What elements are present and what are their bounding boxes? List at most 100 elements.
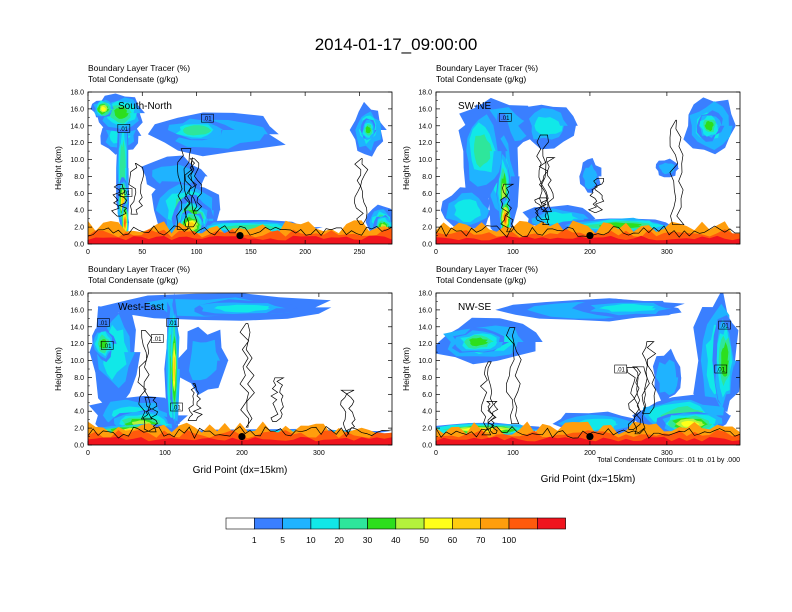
contour-line-surface [88, 425, 392, 439]
y-tick-label: 12.0 [70, 341, 84, 348]
colorbar-swatch [508, 517, 538, 530]
x-tick-label: 200 [584, 450, 596, 457]
contour-line-surface [88, 225, 392, 237]
cross-section-name: NW-SE [458, 302, 491, 313]
field-level-4 [473, 134, 493, 168]
contour-line [500, 183, 515, 233]
contour-label-box [614, 364, 628, 374]
panel-subtitle-tracer: Boundary Layer Tracer (%) [88, 264, 190, 274]
x-tick-label: 0 [434, 249, 438, 256]
y-tick-label: 4.0 [422, 208, 432, 215]
field-level-5 [469, 337, 488, 347]
field-level-7 [101, 106, 107, 112]
colorbar-swatch [480, 517, 510, 530]
colorbar-swatch [310, 517, 340, 530]
x-tick-label: 100 [507, 249, 519, 256]
cross-section-name: SW-NE [458, 101, 491, 112]
y-tick-label: 0.0 [74, 242, 84, 249]
colorbar-swatch [225, 517, 255, 530]
x-tick-label: 50 [138, 249, 146, 256]
contour-label-box [119, 188, 133, 197]
y-tick-label: 8.0 [422, 375, 432, 382]
x-tick-label: 0 [86, 249, 90, 256]
figure-title: 2014-01-17_09:00:00 [315, 35, 478, 54]
y-tick-label: 8.0 [74, 375, 84, 382]
contour-line [479, 361, 496, 436]
y-tick-label: 6.0 [74, 392, 84, 399]
location-marker [586, 231, 594, 240]
colorbar-label: 100 [502, 535, 516, 545]
y-tick-label: 2.0 [74, 426, 84, 433]
y-tick-label: 4.0 [74, 409, 84, 416]
panel-west-east: Boundary Layer Tracer (%)Total Condensat… [53, 264, 393, 476]
colorbar-swatch [423, 517, 453, 530]
colorbar-swatch [254, 517, 283, 530]
contour-line [137, 330, 153, 420]
contour-line [176, 148, 192, 230]
y-tick-label: 16.0 [70, 106, 84, 113]
panel-subtitle-tracer: Boundary Layer Tracer (%) [436, 264, 538, 274]
contour-label-box [170, 402, 183, 412]
contour-line [187, 383, 203, 421]
colorbar-label: 5 [280, 535, 285, 545]
y-tick-label: 0.0 [422, 242, 432, 249]
panel-subtitle-condensate: Total Condensate (g/kg) [88, 74, 178, 84]
contour-line [142, 397, 159, 433]
colorbar-swatch [452, 517, 481, 530]
field-level-5 [114, 106, 129, 119]
contour-label-box [498, 113, 512, 122]
contour-line [632, 366, 648, 435]
colorbar-label: 50 [419, 535, 429, 545]
contour-label-box [150, 334, 164, 343]
y-tick-label: 16.0 [418, 106, 432, 113]
contour-label: .01 [717, 368, 726, 374]
contour-label-box [100, 341, 114, 350]
y-tick-label: 18.0 [70, 90, 84, 97]
colorbar-label: 20 [334, 535, 344, 545]
x-tick-label: 150 [245, 249, 257, 256]
field-level-10 [504, 214, 507, 223]
contour-label: .01 [99, 321, 108, 327]
y-tick-label: 8.0 [74, 174, 84, 181]
contour-label: .01 [617, 368, 626, 374]
location-marker [236, 231, 244, 240]
shaded-field [436, 97, 740, 244]
y-tick-label: 12.0 [418, 341, 432, 348]
x-axis-label: Grid Point (dx=15km) [193, 465, 288, 476]
contour-line [187, 158, 203, 212]
contour-label: .01 [168, 321, 177, 327]
contour-line [535, 134, 550, 221]
contour-label: .01 [501, 116, 510, 122]
y-tick-label: 2.0 [422, 426, 432, 433]
contour-label-box [714, 364, 728, 374]
y-tick-label: 12.0 [418, 140, 432, 147]
contour-line [354, 158, 369, 225]
panel-south-north: Boundary Layer Tracer (%)Total Condensat… [53, 63, 393, 256]
field-level-3 [534, 116, 563, 137]
colorbar-swatch [536, 517, 566, 530]
contour-label-box [201, 113, 214, 123]
field-level-5 [704, 120, 714, 132]
panel-subtitle-condensate: Total Condensate (g/kg) [88, 275, 178, 285]
contour-label-box [117, 124, 131, 133]
contour-line [183, 157, 198, 228]
colorbar-label: 70 [476, 535, 486, 545]
field-level-4 [183, 125, 212, 136]
y-tick-label: 18.0 [70, 291, 84, 298]
x-tick-label: 0 [86, 450, 90, 457]
contour-label: .01 [153, 337, 162, 343]
y-tick-label: 10.0 [418, 358, 432, 365]
x-tick-label: 200 [236, 450, 248, 457]
y-tick-label: 14.0 [70, 324, 84, 331]
x-tick-label: 200 [584, 249, 596, 256]
y-tick-label: 10.0 [418, 157, 432, 164]
contour-footnote: Total Condensate Contours: .01 to .01 by… [597, 457, 740, 464]
x-tick-label: 300 [661, 450, 673, 457]
field-level-7 [681, 420, 701, 428]
cross-section-name: South-North [118, 101, 172, 112]
contour-label: .01 [103, 344, 112, 350]
field-level-5 [365, 126, 371, 134]
x-tick-label: 100 [159, 450, 171, 457]
condensate-contours [88, 323, 392, 439]
